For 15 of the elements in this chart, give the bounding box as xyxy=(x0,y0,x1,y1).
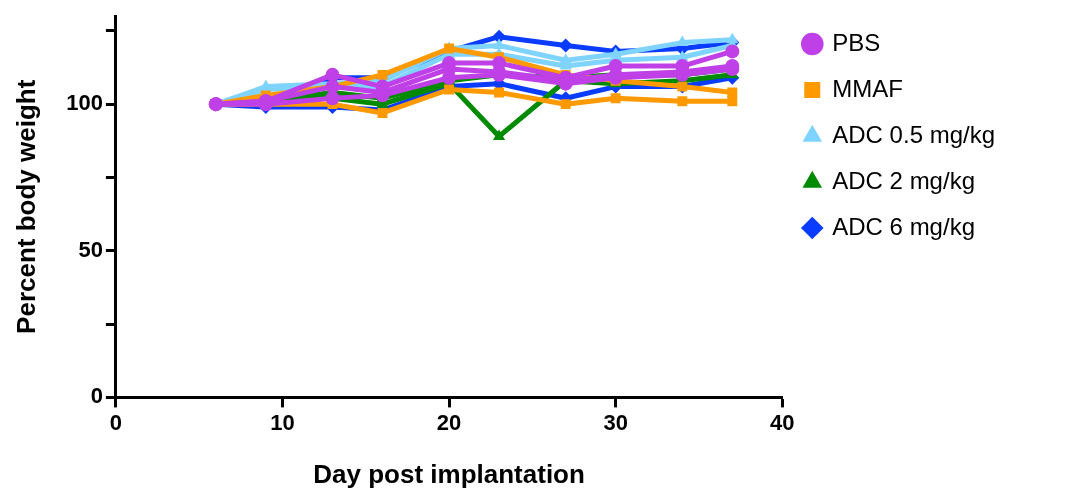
legend-label: ADC 0.5 mg/kg xyxy=(832,120,996,148)
legend-label: MMAF xyxy=(832,74,903,102)
x-tick-label: 0 xyxy=(109,409,123,435)
y-tick-label: 0 xyxy=(90,383,103,409)
x-axis-title: Day post implantation xyxy=(313,458,585,489)
y-axis-title: Percent body weight xyxy=(10,79,41,334)
legend-label: ADC 2 mg/kg xyxy=(832,166,975,194)
y-tick-label: 100 xyxy=(66,90,103,116)
x-tick-label: 10 xyxy=(270,409,295,435)
x-tick-label: 20 xyxy=(436,409,462,435)
y-tick-label: 50 xyxy=(78,236,103,262)
legend-label: PBS xyxy=(832,28,881,56)
x-tick-label: 40 xyxy=(770,409,795,435)
legend-label: ADC 6 mg/kg xyxy=(832,212,975,240)
x-tick-label: 30 xyxy=(603,409,628,435)
